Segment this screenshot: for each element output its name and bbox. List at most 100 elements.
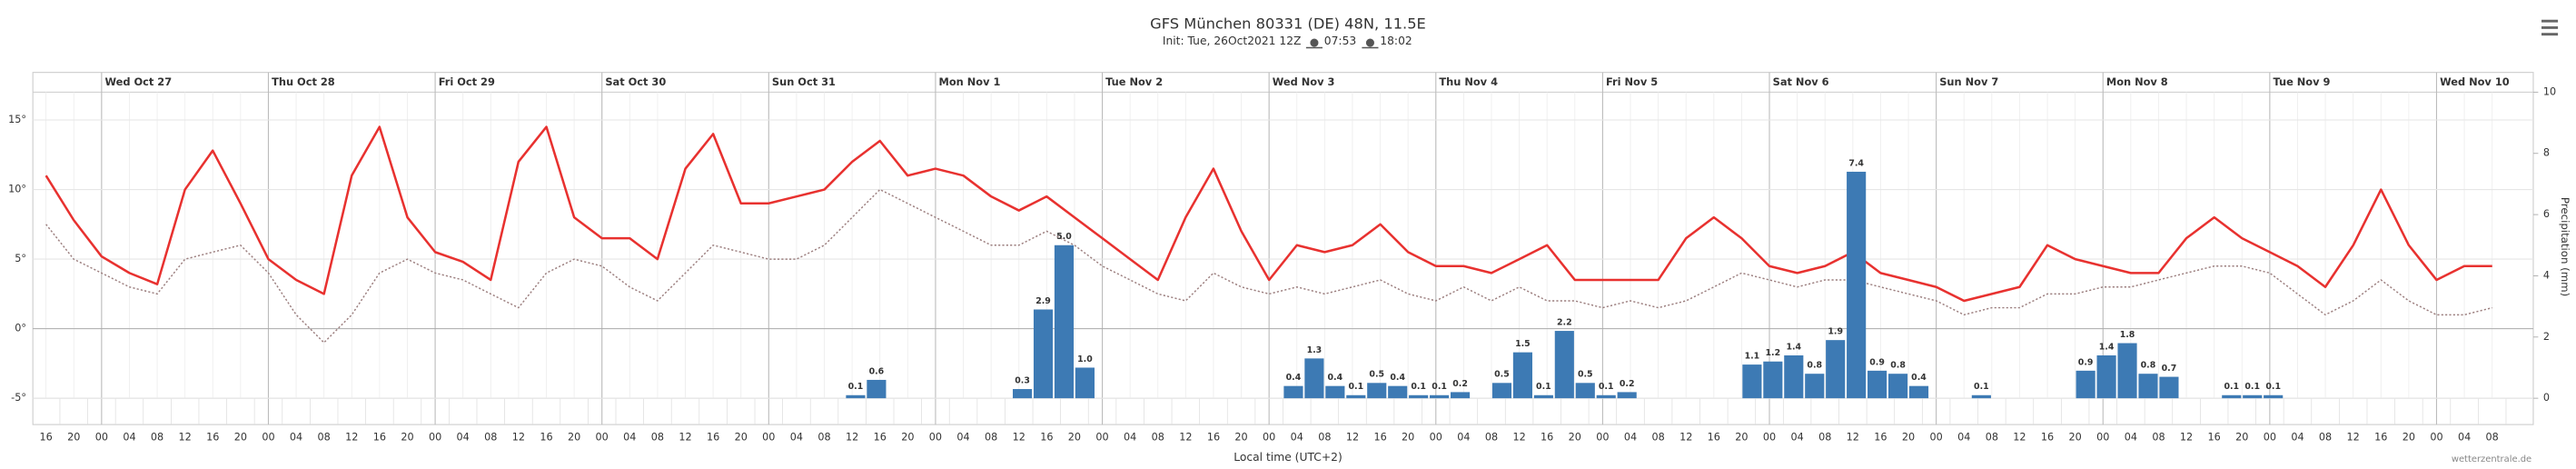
menu-button[interactable] — [2541, 19, 2559, 36]
precip-bar — [867, 379, 887, 399]
x-tick-label: 08 — [1318, 432, 1331, 444]
day-label: Mon Nov 1 — [939, 75, 1001, 88]
x-tick-label: 12 — [679, 432, 691, 444]
x-tick-label: 12 — [1346, 432, 1359, 444]
x-tick-label: 00 — [1263, 432, 1275, 444]
x-tick-label: 12 — [2180, 432, 2193, 444]
x-tick-label: 00 — [762, 432, 775, 444]
x-tick-label: 20 — [401, 432, 413, 444]
bar-value-label: 1.3 — [1307, 345, 1323, 355]
x-tick-label: 16 — [1207, 432, 1220, 444]
credit: wetterzentrale.de — [2452, 454, 2531, 464]
day-label: Sun Nov 7 — [1939, 75, 1998, 88]
bar-value-label: 0.7 — [2162, 364, 2177, 374]
precip-bar — [1596, 394, 1616, 399]
chart-title: GFS München 80331 (DE) 48N, 11.5E — [1150, 15, 1426, 33]
precip-bar — [1908, 385, 1929, 399]
x-tick-label: 16 — [206, 432, 219, 444]
precip-bar — [1388, 385, 1408, 399]
day-label: Mon Nov 8 — [2106, 75, 2168, 88]
precip-bar — [2117, 343, 2137, 399]
x-tick-label: 20 — [735, 432, 748, 444]
day-label: Tue Nov 9 — [2273, 75, 2330, 88]
bar-value-label: 0.1 — [1599, 382, 1614, 392]
x-tick-label: 20 — [234, 432, 247, 444]
bar-value-label: 0.3 — [1015, 375, 1030, 385]
bar-value-label: 0.9 — [2078, 357, 2094, 367]
precip-bar — [2264, 394, 2284, 399]
bar-value-label: 5.0 — [1056, 232, 1072, 242]
bar-value-label: 1.1 — [1745, 352, 1760, 362]
x-tick-label: 20 — [1402, 432, 1414, 444]
bar-value-label: 0.1 — [2224, 382, 2239, 392]
x-tick-label: 20 — [1569, 432, 1581, 444]
x-tick-label: 08 — [318, 432, 331, 444]
x-tick-label: 16 — [1874, 432, 1887, 444]
x-tick-label: 16 — [1541, 432, 1553, 444]
day-label: Wed Nov 10 — [2440, 75, 2510, 88]
x-tick-label: 20 — [2235, 432, 2248, 444]
x-tick-label: 04 — [956, 432, 969, 444]
precip-bar — [1491, 383, 1512, 399]
precip-bar — [1325, 385, 1345, 399]
bar-value-label: 1.5 — [1515, 339, 1531, 349]
bar-value-label: 1.4 — [2099, 342, 2115, 352]
x-tick-label: 04 — [1957, 432, 1970, 444]
precip-bar — [1430, 394, 1450, 399]
x-tick-label: 08 — [151, 432, 163, 444]
x-tick-label: 04 — [2291, 432, 2304, 444]
x-tick-label: 08 — [2486, 432, 2499, 444]
bar-value-label: 0.1 — [1432, 382, 1447, 392]
bar-value-label: 1.4 — [1786, 342, 1801, 352]
x-tick-label: 08 — [1485, 432, 1498, 444]
x-tick-label: 20 — [1902, 432, 1915, 444]
x-tick-label: 12 — [1847, 432, 1859, 444]
x-tick-label: 04 — [1291, 432, 1303, 444]
y-tick-label: 15° — [8, 114, 26, 125]
series-line — [45, 188, 2492, 344]
day-label: Sat Nov 6 — [1773, 75, 1829, 88]
x-tick-label: 20 — [568, 432, 580, 444]
precip-bar — [1012, 389, 1033, 399]
y2-tick-label: 4 — [2543, 269, 2550, 281]
bar-value-label: 0.2 — [1620, 379, 1635, 389]
x-tick-label: 12 — [179, 432, 192, 444]
y2-tick-label: 2 — [2543, 331, 2550, 343]
x-tick-label: 04 — [790, 432, 803, 444]
y2-tick-label: 8 — [2543, 147, 2550, 159]
precip-bar — [1887, 374, 1908, 399]
x-tick-label: 20 — [2069, 432, 2082, 444]
precip-bar — [1054, 244, 1075, 399]
x-tick-label: 16 — [1373, 432, 1386, 444]
x-tick-label: 04 — [1457, 432, 1470, 444]
x-tick-label: 16 — [2208, 432, 2221, 444]
precip-bar — [2076, 370, 2095, 399]
x-tick-label: 12 — [512, 432, 525, 444]
precip-bar — [1742, 364, 1762, 399]
precip-bar — [1533, 394, 1553, 399]
bar-value-label: 0.2 — [1452, 379, 1468, 389]
bar-value-label: 0.4 — [1390, 373, 1405, 383]
day-label: Fri Nov 5 — [1606, 75, 1658, 88]
x-tick-label: 00 — [1095, 432, 1108, 444]
sunset-time: 18:02 — [1380, 35, 1412, 47]
y2-tick-label: 10 — [2543, 85, 2556, 97]
precip-bar — [2138, 374, 2158, 399]
sunrise-icon — [1305, 38, 1323, 49]
x-tick-label: 04 — [123, 432, 135, 444]
sunset-icon — [1362, 38, 1379, 49]
x-tick-label: 16 — [40, 432, 53, 444]
precip-bar — [2159, 376, 2179, 399]
bar-value-label: 2.9 — [1035, 296, 1051, 306]
x-tick-label: 00 — [1930, 432, 1943, 444]
x-tick-label: 00 — [95, 432, 108, 444]
bar-value-label: 0.8 — [1807, 361, 1822, 371]
x-tick-label: 16 — [707, 432, 719, 444]
bar-value-label: 0.8 — [2141, 361, 2156, 371]
precip-bar — [846, 394, 866, 399]
day-label: Sat Oct 30 — [605, 75, 666, 88]
precip-bar — [1304, 358, 1324, 399]
x-tick-label: 08 — [1152, 432, 1164, 444]
bar-value-label: 1.0 — [1077, 354, 1093, 364]
